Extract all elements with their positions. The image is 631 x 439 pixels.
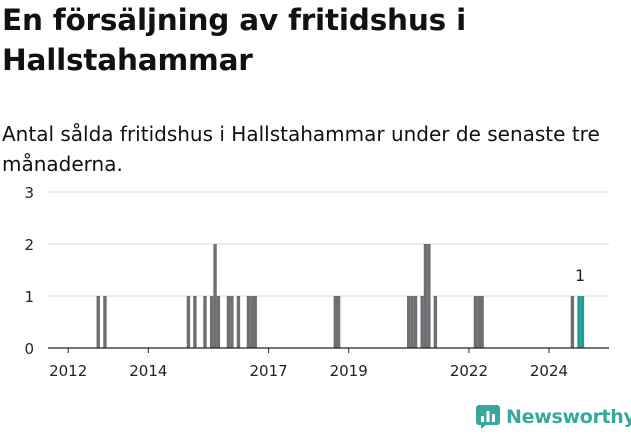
bar	[236, 296, 241, 348]
y-tick-label: 2	[24, 236, 34, 254]
bar	[333, 296, 338, 348]
bar	[473, 296, 478, 348]
bar	[570, 296, 575, 348]
x-tick-label: 2019	[330, 362, 368, 380]
bar	[226, 296, 231, 348]
y-tick-label: 0	[24, 340, 34, 358]
bar	[216, 296, 221, 348]
x-tick-label: 2017	[250, 362, 288, 380]
bar	[250, 296, 254, 348]
bar	[253, 296, 257, 348]
bar	[96, 296, 100, 348]
chart-subtitle: Antal sålda fritidshus i Hallstahammar u…	[2, 122, 600, 176]
bar	[427, 244, 431, 348]
chart-title: En försäljning av fritidshus i Hallstaha…	[2, 3, 466, 77]
bar	[230, 296, 234, 348]
data-labels: 1	[575, 266, 585, 285]
x-tick-label: 2022	[450, 362, 488, 380]
bars	[96, 244, 585, 348]
bar	[433, 296, 438, 348]
bar-highlight	[577, 296, 581, 348]
x-axis: 2012 2014 2017 2019 2022 2024	[48, 347, 609, 380]
bar	[477, 296, 481, 348]
x-tick-label: 2012	[49, 362, 87, 380]
bar	[423, 244, 428, 348]
x-tick-label: 2014	[129, 362, 167, 380]
newsworthy-chart-icon	[476, 405, 500, 429]
bar	[410, 296, 414, 348]
bar	[336, 296, 341, 348]
bar	[213, 244, 217, 348]
y-tick-label: 3	[24, 184, 34, 202]
bar	[193, 296, 197, 348]
newsworthy-logo: Newsworthy	[476, 405, 631, 429]
bar	[103, 296, 107, 348]
gridlines	[48, 191, 609, 297]
data-label: 1	[575, 266, 585, 285]
bar	[480, 296, 484, 348]
x-tick-label: 2024	[530, 362, 568, 380]
bar	[209, 296, 214, 348]
bar-highlight	[580, 296, 585, 348]
newsworthy-wordmark: Newsworthy	[506, 406, 631, 428]
bar	[203, 296, 207, 348]
bar	[420, 296, 424, 348]
bar	[413, 296, 418, 348]
bar	[186, 296, 191, 348]
y-tick-label: 1	[24, 288, 34, 306]
bar	[406, 296, 411, 348]
bar	[246, 296, 251, 348]
y-axis-ticks: 0 1 2 3	[24, 184, 34, 358]
